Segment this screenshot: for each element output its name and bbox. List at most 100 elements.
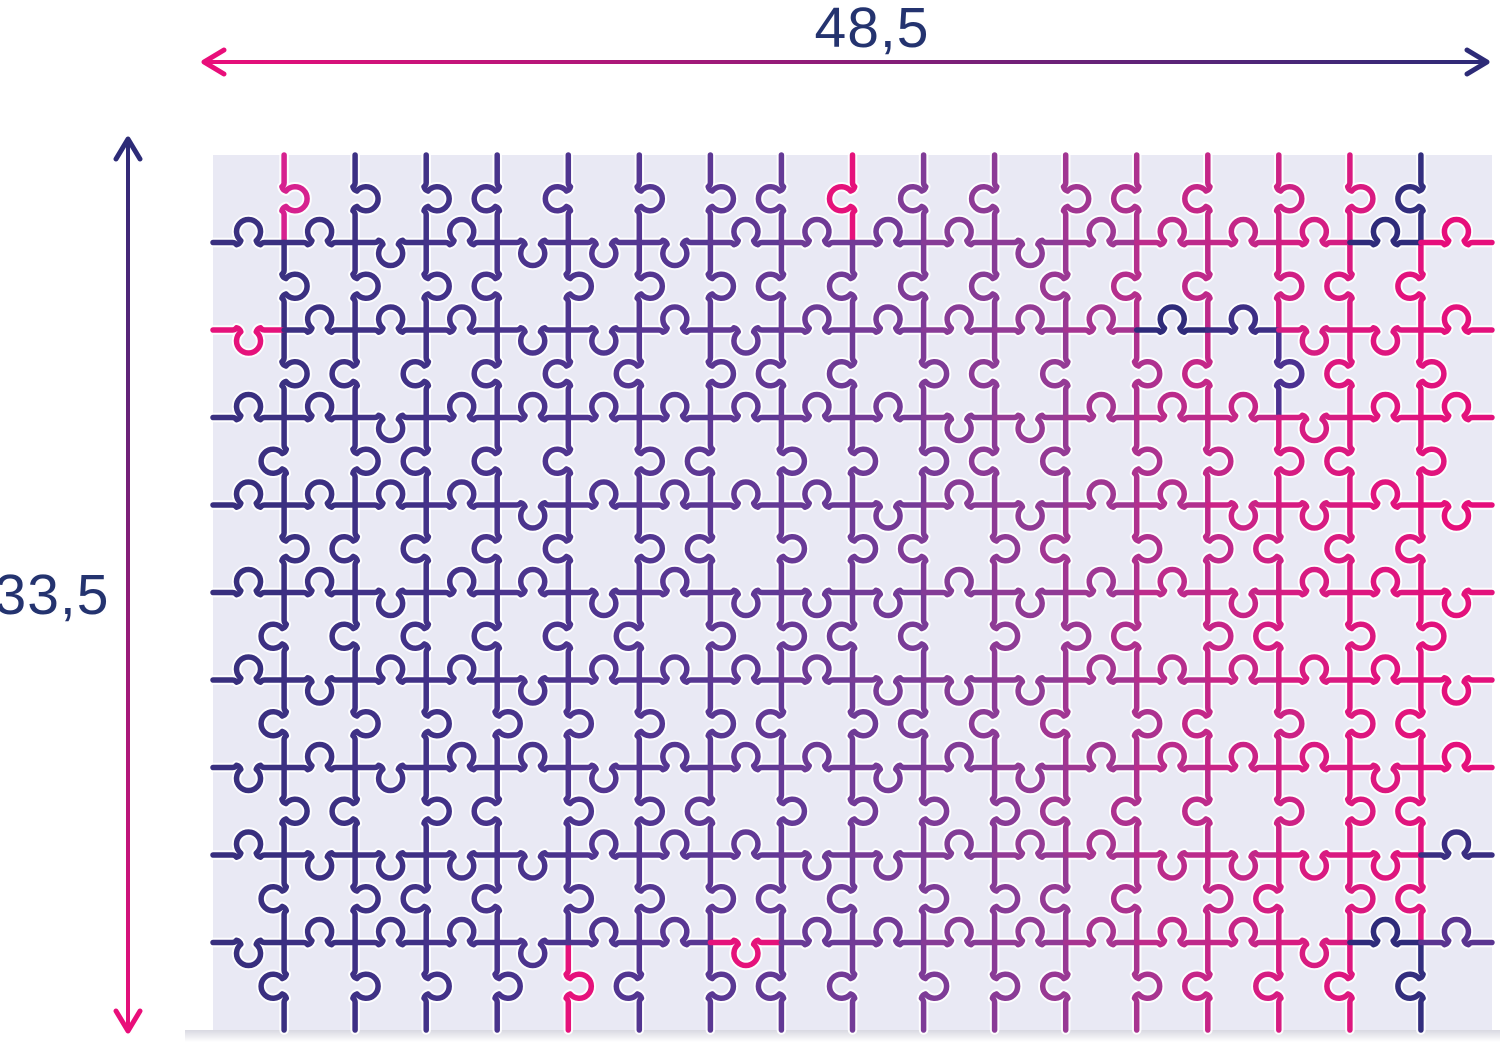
puzzle-edge [755, 327, 787, 421]
puzzle-edge [258, 589, 290, 683]
puzzle-edge [542, 327, 574, 421]
puzzle-edge [1062, 566, 1140, 598]
puzzle-edge [1276, 654, 1353, 685]
puzzle-edge [400, 852, 432, 946]
width-arrow-right-head-icon [1464, 47, 1490, 77]
puzzle-edge [1040, 852, 1071, 946]
puzzle-edge [1395, 502, 1426, 596]
puzzle-edge [613, 589, 645, 683]
puzzle-edge [542, 414, 574, 508]
puzzle-edge [778, 850, 856, 881]
puzzle-edge [421, 764, 452, 858]
puzzle-edge [1415, 327, 1447, 421]
puzzle-edge [897, 239, 929, 333]
puzzle-edge [968, 327, 1000, 421]
puzzle-edge [1205, 216, 1282, 248]
puzzle-edge [1133, 566, 1211, 598]
puzzle-edge [755, 939, 787, 1033]
puzzle-edge [281, 216, 358, 248]
puzzle-edge [920, 916, 998, 948]
puzzle-edge [421, 677, 452, 771]
puzzle-edge [991, 675, 1069, 706]
puzzle-edge [400, 589, 432, 683]
puzzle-edge [636, 741, 714, 773]
puzzle-edge [400, 414, 432, 508]
puzzle-edge [636, 566, 714, 598]
width-arrow [201, 47, 1490, 77]
puzzle-edge [329, 764, 361, 858]
puzzle-edge [1395, 764, 1426, 858]
puzzle-edge [1276, 566, 1353, 598]
puzzle-edge [849, 675, 927, 706]
puzzle-edge [847, 764, 879, 858]
puzzle-edge [1040, 414, 1071, 508]
puzzle-edge [778, 741, 856, 773]
puzzle-edge [1347, 654, 1424, 685]
puzzle-edge [1273, 152, 1305, 246]
puzzle-edge [1205, 741, 1282, 773]
puzzle-edge [1205, 916, 1282, 948]
puzzle-edge [1182, 327, 1213, 421]
puzzle-edge [565, 916, 643, 948]
puzzle-edge [1131, 327, 1163, 421]
puzzle-edge [494, 391, 572, 423]
puzzle-edge [352, 412, 429, 444]
puzzle-edge [755, 152, 787, 246]
puzzle-edge [421, 239, 452, 333]
puzzle-edge [1418, 216, 1495, 248]
puzzle-edge [1418, 741, 1495, 773]
puzzle-edge [1344, 152, 1376, 246]
puzzle-edge [968, 414, 1000, 508]
puzzle-edge [1276, 850, 1353, 881]
puzzle-edge [423, 850, 501, 881]
puzzle-edge [1418, 829, 1495, 860]
puzzle-edge [1182, 764, 1213, 858]
puzzle-edge [849, 916, 927, 948]
puzzle-edge [1040, 502, 1071, 596]
puzzle-edge [826, 939, 858, 1033]
puzzle-edge [400, 327, 432, 421]
puzzle-edge [1347, 216, 1424, 248]
puzzle-edge [279, 152, 310, 246]
puzzle-edge [1040, 764, 1071, 858]
puzzle-edge [210, 479, 287, 510]
puzzle-edge [1205, 500, 1282, 531]
height-arrow-bottom-head-icon [113, 1008, 143, 1034]
puzzle-edge [1344, 764, 1376, 858]
puzzle-edge [1344, 852, 1376, 946]
puzzle-edge [1205, 391, 1282, 423]
puzzle-edge [634, 852, 665, 946]
puzzle-edge [920, 479, 998, 510]
puzzle-edge [1347, 762, 1424, 794]
puzzle-edge [1253, 589, 1284, 683]
puzzle-edge [471, 414, 503, 508]
puzzle-edge [918, 414, 950, 508]
puzzle-edge [563, 764, 594, 858]
puzzle-edge [281, 391, 358, 423]
puzzle-edge [707, 829, 785, 860]
puzzle-edge [423, 216, 501, 248]
puzzle-edge [1273, 677, 1305, 771]
puzzle-edge [352, 654, 429, 685]
puzzle-edge [1324, 239, 1355, 333]
puzzle-edge [258, 939, 290, 1033]
puzzle-edge [755, 852, 787, 946]
puzzle-edge [329, 589, 361, 683]
puzzle-edge [494, 325, 572, 356]
puzzle-edge [991, 500, 1069, 531]
puzzle-edge [471, 589, 503, 683]
puzzle-edge [776, 764, 808, 858]
puzzle-edge [776, 502, 808, 596]
height-arrow-top-head-icon [113, 136, 143, 162]
puzzle-edge [778, 479, 856, 510]
puzzle-edge [565, 829, 643, 860]
puzzle-edge [210, 391, 287, 423]
puzzle-edge [352, 587, 429, 619]
puzzle-edge [1253, 852, 1284, 946]
puzzle-edge [1062, 479, 1140, 510]
puzzle-edge [1415, 589, 1447, 683]
puzzle-edge [210, 654, 287, 685]
puzzle-edge [494, 850, 572, 881]
puzzle-edge [279, 502, 310, 596]
puzzle-edge [1418, 500, 1495, 531]
